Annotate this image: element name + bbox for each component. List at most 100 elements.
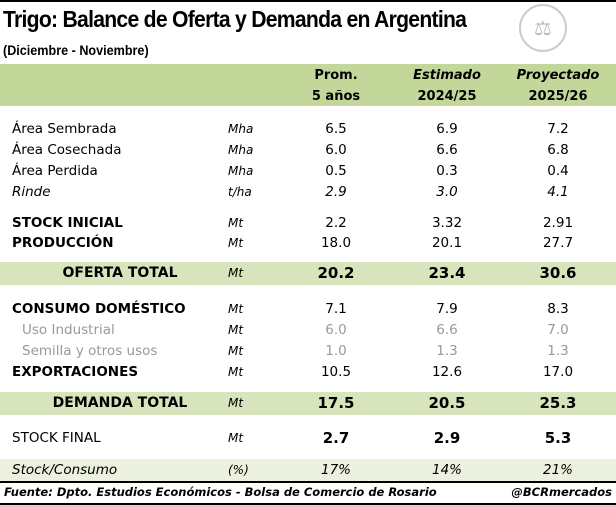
row-value: 6.5 [325,121,347,137]
row-value: 8.3 [547,301,569,317]
table-row: Uso Industrial Mt 6.0 6.6 7.0 [0,320,616,341]
row-value: 6.6 [436,322,458,338]
col-header-line1: Estimado [413,68,481,83]
row-value: 2.9 [433,429,461,447]
col-header-estimado: Estimado 2024/25 [392,67,502,106]
table-row: Stock/Consumo (%) 17% 14% 21% [0,459,616,481]
row-unit: Mt [228,266,244,280]
row-unit: Mt [228,323,244,337]
col-header-line1: Proyectado [516,68,600,83]
table-row: Semilla y otros usos Mt 1.0 1.3 1.3 [0,341,616,362]
row-value: 27.7 [542,235,574,251]
row-unit: Mt [228,216,244,230]
row-value: 7.1 [325,301,347,317]
row-value: 14% [431,462,462,478]
row-label: DEMANDA TOTAL [52,395,188,411]
table-row: OFERTA TOTAL Mt 20.2 23.4 30.6 [0,262,616,285]
row-value: 20.5 [428,394,466,412]
row-label: Stock/Consumo [12,462,118,478]
row-value: 17.0 [542,364,574,380]
row-unit: (%) [228,463,249,477]
row-label: CONSUMO DOMÉSTICO [12,301,186,317]
row-value: 6.9 [436,121,458,137]
row-value: 20.2 [317,264,355,282]
row-unit: Mt [228,431,244,445]
row-unit: Mha [228,122,254,136]
row-unit: Mt [228,302,244,316]
row-value: 10.5 [320,364,352,380]
row-unit: t/ha [228,185,252,199]
row-label: EXPORTACIONES [12,364,139,380]
row-label: Semilla y otros usos [22,343,158,359]
row-value: 6.0 [325,322,347,338]
row-value: 0.3 [436,163,458,179]
col-header-line2: 2025/26 [528,89,588,104]
row-label: Área Cosechada [12,142,122,158]
row-value: 7.9 [436,301,458,317]
table-row: Área Perdida Mha 0.5 0.3 0.4 [0,161,616,182]
table-row: CONSUMO DOMÉSTICO Mt 7.1 7.9 8.3 [0,299,616,320]
row-value: 12.6 [431,364,463,380]
row-value: 6.0 [325,142,347,158]
row-value: 23.4 [428,264,466,282]
twitter-handle: @BCRmercados [511,485,612,499]
col-header-prom: Prom. 5 años [281,67,391,106]
table-row: STOCK FINAL Mt 2.7 2.9 5.3 [0,428,616,449]
row-label: STOCK FINAL [12,430,101,446]
row-value: 7.2 [547,121,569,137]
table-row: EXPORTACIONES Mt 10.5 12.6 17.0 [0,362,616,383]
row-value: 21% [542,462,573,478]
col-header-line2: 5 años [311,89,361,104]
row-label: OFERTA TOTAL [62,265,178,281]
row-value: 1.0 [325,343,347,359]
row-value: 1.3 [547,343,569,359]
row-value: 4.1 [547,184,569,200]
row-unit: Mha [228,164,254,178]
row-value: 18.0 [320,235,352,251]
table-row: STOCK INICIAL Mt 2.2 3.32 2.91 [0,213,616,234]
row-value: 1.3 [436,343,458,359]
row-unit: Mt [228,365,244,379]
row-value: 0.5 [325,163,347,179]
footer-bottom-border [0,503,616,505]
row-unit: Mt [228,396,244,410]
row-unit: Mha [228,143,254,157]
row-value: 2.2 [325,215,347,231]
col-header-proyectado: Proyectado 2025/26 [503,67,613,106]
bcr-logo-icon: ⚖ [519,4,567,52]
row-value: 6.6 [436,142,458,158]
page-title: Trigo: Balance de Oferta y Demanda en Ar… [3,6,467,32]
row-label: PRODUCCIÓN [12,235,114,251]
top-border [0,0,616,2]
row-value: 20.1 [431,235,463,251]
row-value: 3.0 [436,184,458,200]
row-label: Rinde [12,184,51,200]
table-row: Área Sembrada Mha 6.5 6.9 7.2 [0,119,616,140]
table-row: DEMANDA TOTAL Mt 17.5 20.5 25.3 [0,392,616,415]
row-label: STOCK INICIAL [12,215,123,231]
table-bottom-border [0,481,616,483]
table-row: PRODUCCIÓN Mt 18.0 20.1 27.7 [0,233,616,254]
row-label: Área Sembrada [12,121,117,137]
table-header: Prom. 5 años Estimado 2024/25 Proyectado 20… [0,64,616,106]
source-note: Fuente: Dpto. Estudios Económicos - Bols… [4,485,437,499]
row-value: 2.9 [325,184,347,200]
row-value: 17% [320,462,351,478]
col-header-line2: 2024/25 [417,89,477,104]
table-row: Rinde t/ha 2.9 3.0 4.1 [0,182,616,203]
row-value: 5.3 [544,429,572,447]
row-unit: Mt [228,236,244,250]
row-value: 2.7 [322,429,350,447]
row-value: 30.6 [539,264,577,282]
row-value: 0.4 [547,163,569,179]
table-row: Área Cosechada Mha 6.0 6.6 6.8 [0,140,616,161]
row-value: 25.3 [539,394,577,412]
row-value: 7.0 [547,322,569,338]
row-value: 6.8 [547,142,569,158]
row-label: Uso Industrial [22,322,115,338]
row-unit: Mt [228,344,244,358]
col-header-line1: Prom. [314,68,358,83]
row-value: 17.5 [317,394,355,412]
row-value: 2.91 [542,215,574,231]
row-value: 3.32 [431,215,463,231]
